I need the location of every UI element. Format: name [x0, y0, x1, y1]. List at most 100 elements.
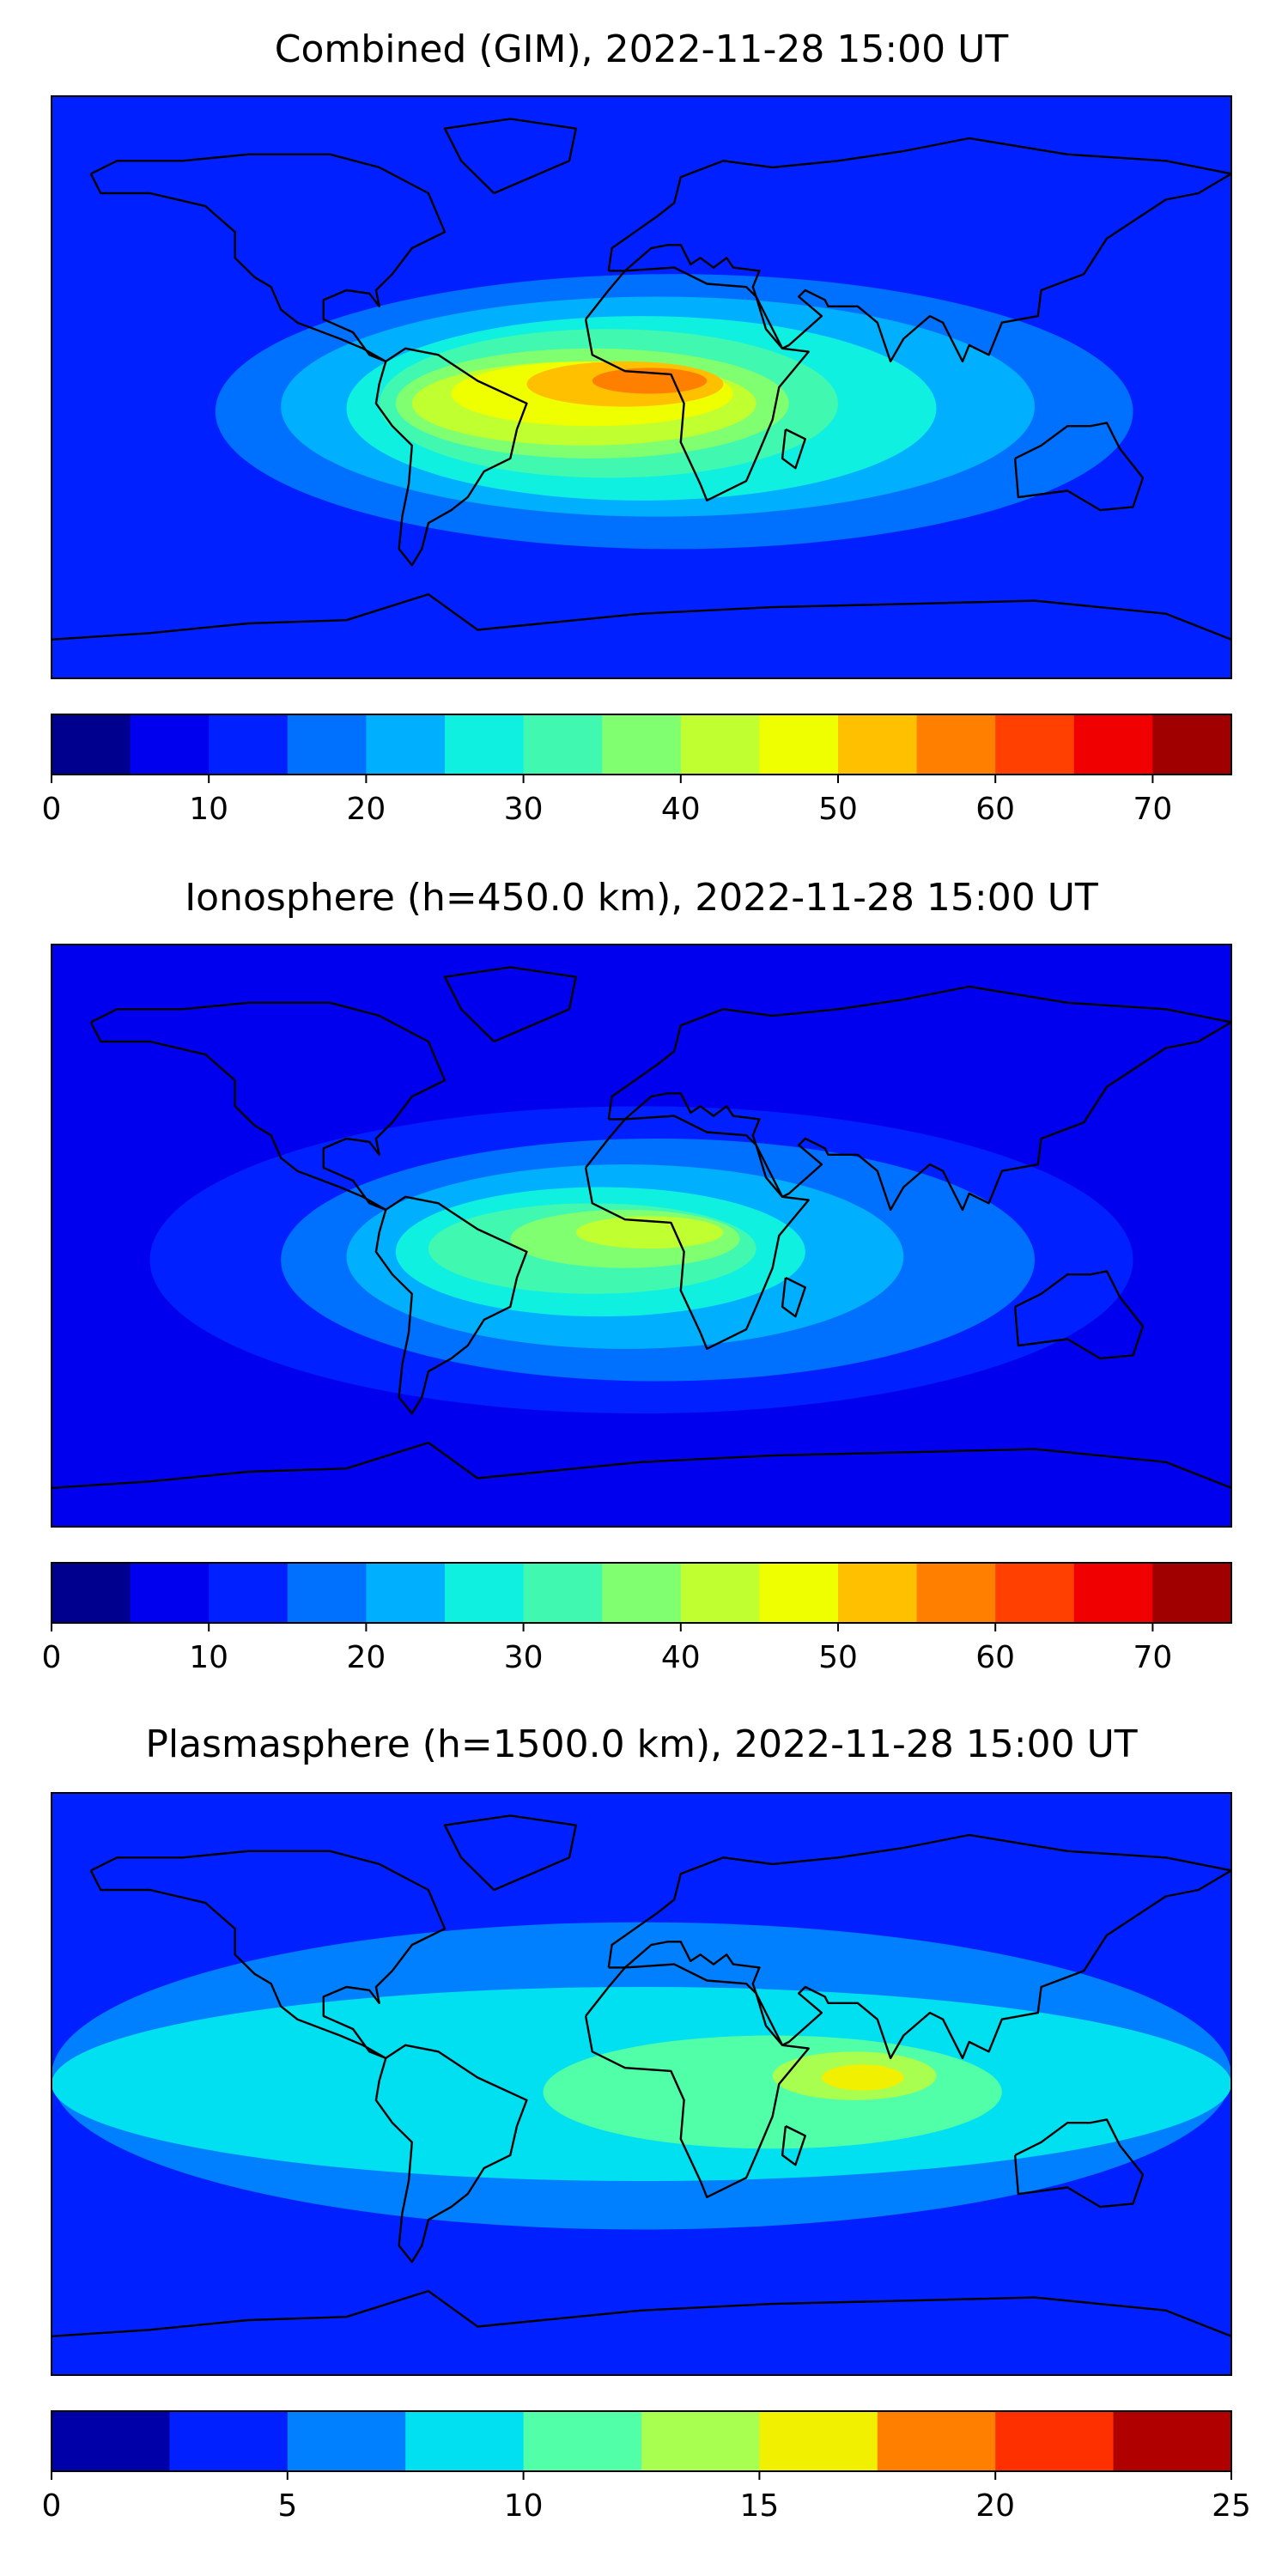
- coastline: [781, 2124, 806, 2166]
- contour-level-7: [575, 1216, 724, 1249]
- colorbar-segment: [523, 1563, 603, 1623]
- colorbar-segment: [130, 714, 210, 775]
- colorbar-segment: [405, 2411, 525, 2471]
- colorbar-tick-label: 0: [42, 1640, 62, 1675]
- colorbar-segment: [287, 714, 367, 775]
- chart-panel-1: Combined (GIM), 2022-11-28 15:00 UT 0 10 20…: [42, 27, 1232, 827]
- coastline: [89, 153, 447, 363]
- colorbar-segment: [366, 1563, 446, 1623]
- colorbar-segment: [1152, 714, 1232, 775]
- chart-title: Combined (GIM), 2022-11-28 15:00 UT: [275, 27, 1009, 71]
- chart-panel-3: Plasmasphere (h=1500.0 km), 2022-11-28 1…: [42, 1722, 1251, 2524]
- map-frame: [51, 1792, 1232, 2376]
- map-frame: [51, 95, 1232, 679]
- colorbar-tick-label: 20: [975, 2488, 1015, 2524]
- colorbar-segment: [916, 1563, 996, 1623]
- colorbar-tick-label: 0: [42, 2488, 62, 2524]
- colorbar-tick-label: 40: [661, 1640, 701, 1675]
- colorbar-segment: [641, 2411, 760, 2471]
- colorbar-segment: [1113, 2411, 1232, 2471]
- coastline: [584, 1115, 810, 1351]
- colorbar-segment: [523, 714, 603, 775]
- colorbar-segment: [1073, 714, 1153, 775]
- colorbar-segment: [1152, 1563, 1232, 1623]
- colorbar-segment: [445, 1563, 525, 1623]
- colorbar-segment: [523, 2411, 642, 2471]
- colorbar-tick-label: 20: [346, 792, 386, 827]
- colorbar-tick-label: 0: [42, 792, 62, 827]
- colorbar-tick-label: 70: [1133, 792, 1172, 827]
- chart-title: Plasmasphere (h=1500.0 km), 2022-11-28 1…: [145, 1722, 1137, 1766]
- map-field: [52, 96, 1231, 678]
- colorbar: 0 5 10 15 20 25: [42, 2410, 1251, 2524]
- colorbar-segment: [680, 1563, 760, 1623]
- map-field: [52, 945, 1231, 1527]
- map-field: [52, 1793, 1231, 2375]
- colorbar-segment: [1073, 1563, 1153, 1623]
- chart-panel-2: Ionosphere (h=450.0 km), 2022-11-28 15:0…: [42, 876, 1232, 1675]
- colorbar-tick-label: 50: [818, 1640, 858, 1675]
- colorbar-tick-label: 10: [189, 792, 228, 827]
- colorbar-segment: [680, 714, 760, 775]
- colorbar-segment: [52, 1563, 131, 1623]
- coastline: [607, 1833, 1231, 2060]
- coastline: [374, 2044, 528, 2263]
- colorbar-segment: [759, 2411, 878, 2471]
- colorbar-segment: [759, 1563, 839, 1623]
- colorbar-tick-label: 5: [277, 2488, 297, 2524]
- coastline: [52, 1441, 1231, 1489]
- coastline: [607, 985, 1231, 1212]
- colorbar-tick-label: 30: [504, 1640, 544, 1675]
- colorbar-segment: [209, 1563, 289, 1623]
- colorbar-segment: [130, 1563, 210, 1623]
- colorbar-segment: [52, 714, 131, 775]
- colorbar-tick-label: 50: [818, 792, 858, 827]
- colorbar-segment: [287, 2411, 406, 2471]
- colorbar-segment: [287, 1563, 367, 1623]
- colorbar-segment: [838, 714, 918, 775]
- contour-level-3: [543, 2035, 1002, 2149]
- colorbar: 0 10 20 30 40 50 60 70: [42, 1562, 1232, 1675]
- map-frame: [51, 944, 1232, 1528]
- colorbar-frame: [51, 714, 1232, 775]
- coastline: [374, 1195, 528, 1415]
- coastline: [89, 1001, 447, 1212]
- colorbar-segment: [916, 714, 996, 775]
- coastline: [1013, 2118, 1145, 2208]
- colorbar-tick-label: 10: [504, 2488, 544, 2524]
- colorbar-frame: [51, 2410, 1232, 2472]
- colorbar-segment: [877, 2411, 996, 2471]
- colorbar: 0 10 20 30 40 50 60 70: [42, 714, 1232, 827]
- colorbar-tick-label: 10: [189, 1640, 228, 1675]
- coastline: [52, 592, 1231, 641]
- chart-title: Ionosphere (h=450.0 km), 2022-11-28 15:0…: [185, 876, 1098, 920]
- colorbar-segment: [169, 2411, 289, 2471]
- colorbar-tick-label: 15: [739, 2488, 779, 2524]
- colorbar-frame: [51, 1562, 1232, 1624]
- colorbar-segment: [995, 1563, 1075, 1623]
- colorbar-segment: [602, 1563, 682, 1623]
- coastline: [374, 347, 528, 567]
- colorbar-segment: [445, 714, 525, 775]
- colorbar-segment: [759, 714, 839, 775]
- colorbar-tick-label: 40: [661, 792, 701, 827]
- colorbar-segment: [52, 2411, 170, 2471]
- colorbar-segment: [995, 714, 1075, 775]
- coastline: [584, 1963, 810, 2199]
- coastline: [52, 2289, 1231, 2337]
- colorbar-tick-label: 20: [346, 1640, 386, 1675]
- coastline: [443, 1814, 577, 1892]
- colorbar-tick-label: 60: [975, 1640, 1015, 1675]
- colorbar-tick-label: 30: [504, 792, 544, 827]
- coastline: [443, 966, 577, 1043]
- colorbar-segment: [209, 714, 289, 775]
- coastline: [89, 1850, 447, 2060]
- coastline: [1013, 1270, 1145, 1360]
- coastline: [607, 137, 1231, 363]
- contour-level-9: [592, 368, 708, 394]
- colorbar-segment: [602, 714, 682, 775]
- coastline: [781, 1276, 806, 1318]
- coastline: [584, 266, 810, 501]
